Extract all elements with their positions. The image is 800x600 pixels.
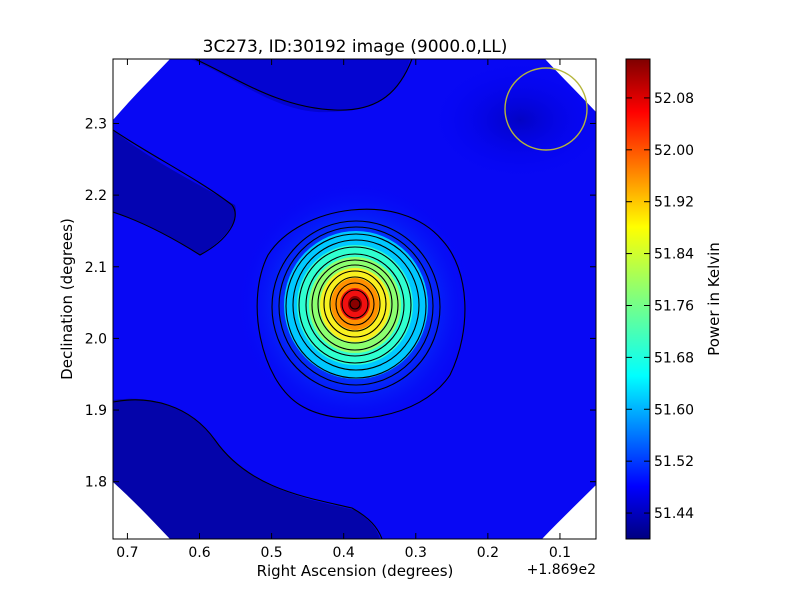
colorbar-tick-label: 51.84	[654, 247, 694, 263]
beam-circle	[504, 67, 588, 151]
contour-level-14	[349, 298, 361, 310]
low-region-top	[190, 59, 410, 113]
plot-area	[113, 59, 596, 539]
colorbar-ticks: 51.44 51.52 51.60 51.68 51.76 51.84 51.92 52.00…	[626, 91, 694, 522]
x-axis-ticks: 0.7 0.6 0.5 0.4 0.3 0.2 0.1	[116, 59, 571, 561]
low-region-bottom	[113, 398, 380, 539]
y-tick-label: 1.9	[85, 403, 107, 419]
contour-level-7	[305, 253, 405, 357]
contour-level-3	[278, 226, 434, 386]
colorbar-tick-label: 51.76	[654, 298, 694, 314]
x-tick-label: 0.4	[333, 545, 355, 561]
colorbar-tick-label: 52.00	[654, 143, 694, 159]
colorbar	[625, 58, 651, 540]
mask-corner-top-right	[545, 59, 596, 112]
contour-left	[113, 129, 236, 256]
contour-level-12	[335, 282, 375, 326]
y-tick-label: 2.0	[85, 331, 107, 347]
contour-level-11	[329, 276, 381, 332]
x-tick-label: 0.1	[549, 545, 571, 561]
contour-level-10	[323, 270, 387, 338]
contour-level-2	[271, 220, 441, 394]
x-axis-label: Right Ascension (degrees)	[257, 562, 454, 580]
y-axis-label: Declination (degrees)	[58, 218, 76, 380]
mask-corner-bottom-left	[113, 482, 170, 539]
colorbar-label: Power in Kelvin	[705, 242, 723, 356]
dark-patch-top-right	[430, 60, 596, 180]
contour-level-13	[341, 289, 369, 319]
plot-frame	[112, 58, 597, 540]
contour-level-8	[311, 259, 399, 351]
mask-corner-top-left	[113, 59, 170, 120]
contour-level-1	[256, 208, 466, 419]
x-tick-label: 0.7	[116, 545, 138, 561]
y-tick-label: 2.3	[85, 116, 107, 132]
mask-corner-bottom-right	[542, 485, 596, 539]
y-tick-label: 2.1	[85, 260, 107, 276]
x-offset-label: +1.869e2	[527, 562, 596, 578]
contour-level-5	[292, 239, 420, 371]
colorbar-tick-label: 51.44	[654, 506, 694, 522]
low-region-left	[113, 130, 236, 255]
x-tick-label: 0.3	[405, 545, 427, 561]
x-tick-label: 0.2	[477, 545, 499, 561]
contour-level-6	[298, 246, 412, 364]
contour-level-9	[317, 264, 393, 344]
contour-lines	[113, 59, 466, 539]
colorbar-tick-label: 51.52	[654, 454, 694, 470]
x-tick-label: 0.6	[188, 545, 210, 561]
x-tick-label: 0.5	[260, 545, 282, 561]
chart-title: 3C273, ID:30192 image (9000.0,LL)	[203, 37, 508, 57]
colorbar-tick-label: 51.92	[654, 195, 694, 211]
y-axis-ticks: 1.8 1.9 2.0 2.1 2.2 2.3	[85, 116, 596, 491]
colorbar-tick-label: 52.08	[654, 91, 694, 107]
contour-bottom	[113, 399, 383, 539]
contour-level-4	[285, 233, 427, 379]
y-tick-label: 1.8	[85, 475, 107, 491]
contour-top	[194, 59, 413, 111]
colorbar-tick-label: 51.68	[654, 350, 694, 366]
colorbar-tick-label: 51.60	[654, 402, 694, 418]
y-tick-label: 2.2	[85, 188, 107, 204]
